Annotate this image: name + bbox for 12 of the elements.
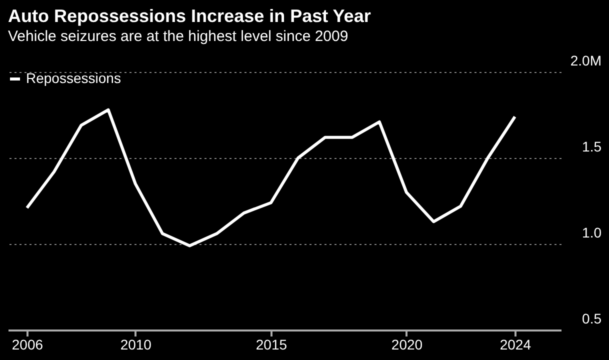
- x-tick-label: 2024: [500, 336, 532, 352]
- chart-subtitle: Vehicle seizures are at the highest level since 2009: [8, 28, 348, 45]
- chart-title: Auto Repossessions Increase in Past Year: [8, 6, 371, 26]
- x-tick-label: 2006: [12, 336, 44, 352]
- legend-label: Repossessions: [26, 70, 121, 86]
- y-tick-label: 2.0M: [570, 52, 602, 68]
- y-tick-label: 1.5: [582, 138, 602, 154]
- x-tick-label: 2015: [256, 336, 288, 352]
- x-tick-label: 2020: [391, 336, 423, 352]
- y-tick-label: 0.5: [582, 310, 602, 326]
- x-tick-label: 2010: [120, 336, 152, 352]
- y-tick-label: 1.0: [582, 224, 602, 240]
